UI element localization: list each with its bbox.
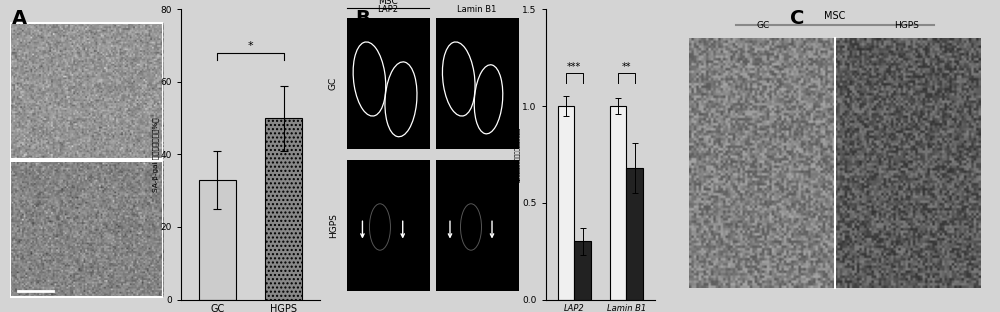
- Y-axis label: SA-β-gal 阳性细胞比例（%）: SA-β-gal 阳性细胞比例（%）: [152, 117, 159, 192]
- Bar: [10, 23, 163, 158]
- Bar: [265, 118, 302, 300]
- Text: GC: GC: [757, 21, 770, 30]
- Text: GC: GC: [329, 77, 338, 90]
- Text: C: C: [790, 9, 804, 28]
- Text: MSC: MSC: [378, 0, 398, 7]
- Bar: [626, 168, 643, 300]
- Text: Lamin B1: Lamin B1: [457, 5, 497, 14]
- Text: A: A: [12, 9, 27, 28]
- Bar: [610, 106, 626, 300]
- Text: HGPS: HGPS: [894, 21, 919, 30]
- Text: B: B: [355, 9, 370, 28]
- Bar: [10, 161, 163, 297]
- Text: **: **: [622, 62, 631, 72]
- Text: ***: ***: [567, 62, 581, 72]
- Text: HGPS: HGPS: [329, 213, 338, 238]
- Text: *: *: [248, 41, 253, 51]
- Bar: [199, 180, 236, 300]
- Text: MSC: MSC: [824, 11, 846, 21]
- Text: MSC: MSC: [76, 0, 97, 1]
- Bar: [558, 106, 574, 300]
- Bar: [574, 241, 591, 300]
- Text: LAP2: LAP2: [377, 5, 398, 14]
- Y-axis label: 具有完整核膜标记的细胞数量（倍数）: 具有完整核膜标记的细胞数量（倍数）: [515, 127, 521, 182]
